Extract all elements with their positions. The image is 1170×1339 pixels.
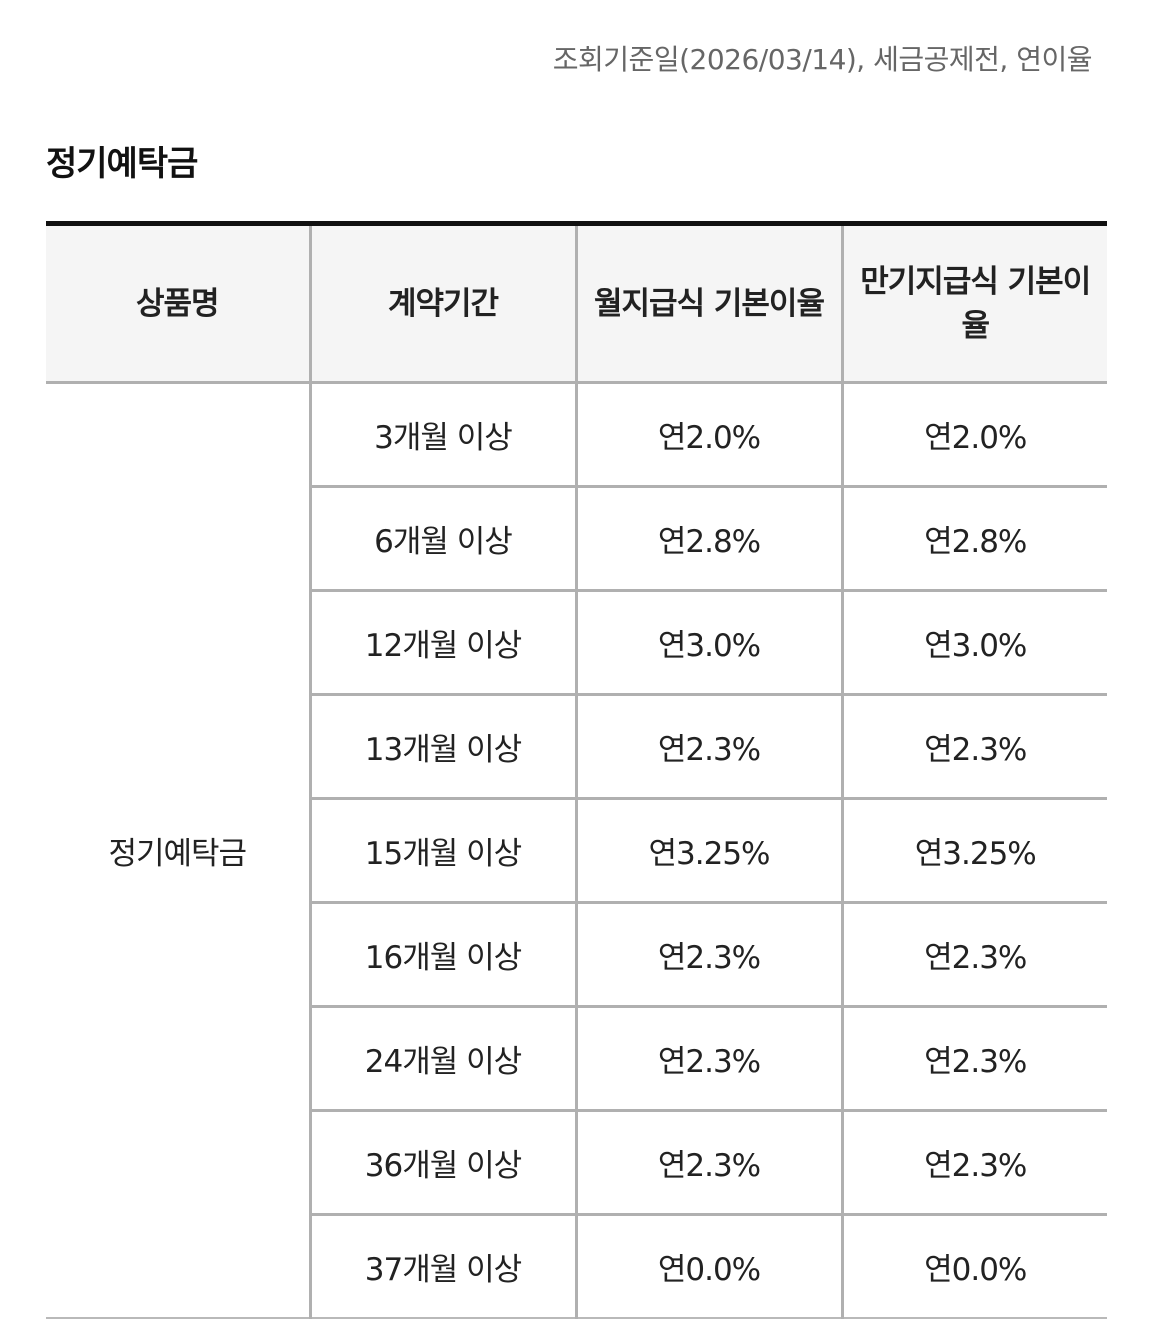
header-monthly-rate: 월지급식 기본이율 — [574, 223, 842, 384]
table-row: 36개월 이상 연2.3% 연2.3% — [46, 1110, 1107, 1216]
table-row: 12개월 이상 연3.0% 연3.0% — [46, 590, 1107, 696]
table-row: 정기예탁금 3개월 이상 연2.0% 연2.0% — [46, 382, 1107, 872]
monthly-rate-cell: 연2.3% — [574, 1006, 842, 1112]
period-cell: 15개월 이상 — [308, 798, 576, 904]
maturity-rate-cell: 연3.0% — [840, 590, 1107, 696]
product-name-cell: 정기예탁금 — [108, 836, 247, 872]
section-title: 정기예탁금 — [46, 144, 198, 184]
table-row: 15개월 이상 연3.25% 연3.25% — [46, 798, 1107, 904]
period-cell: 37개월 이상 — [308, 1214, 576, 1318]
header-maturity-rate: 만기지급식 기본이율 — [840, 223, 1107, 384]
table-header-row: 상품명 계약기간 월지급식 기본이율 만기지급식 기본이율 — [46, 223, 1107, 384]
period-cell: 3개월 이상 — [308, 382, 576, 488]
monthly-rate-cell: 연2.3% — [574, 694, 842, 800]
monthly-rate-cell: 연2.3% — [574, 1110, 842, 1216]
maturity-rate-cell: 연2.3% — [840, 902, 1107, 1008]
table-row: 6개월 이상 연2.8% 연2.8% — [46, 486, 1107, 592]
period-cell: 6개월 이상 — [308, 486, 576, 592]
monthly-rate-cell: 연2.8% — [574, 486, 842, 592]
maturity-rate-cell: 연2.8% — [840, 486, 1107, 592]
monthly-rate-cell: 연0.0% — [574, 1214, 842, 1318]
reference-date-note: 조회기준일(2026/03/14), 세금공제전, 연이율 — [552, 43, 1093, 76]
header-product-name: 상품명 — [46, 223, 310, 384]
maturity-rate-cell: 연3.25% — [840, 798, 1107, 904]
maturity-rate-cell: 연2.3% — [840, 1006, 1107, 1112]
table-row: 13개월 이상 연2.3% 연2.3% — [46, 694, 1107, 800]
maturity-rate-cell: 연2.3% — [840, 694, 1107, 800]
table-row: 24개월 이상 연2.3% 연2.3% — [46, 1006, 1107, 1112]
maturity-rate-cell: 연2.0% — [840, 382, 1107, 488]
monthly-rate-cell: 연2.0% — [574, 382, 842, 488]
period-cell: 16개월 이상 — [308, 902, 576, 1008]
monthly-rate-cell: 연2.3% — [574, 902, 842, 1008]
table-row: 37개월 이상 연0.0% 연0.0% — [46, 1214, 1107, 1318]
interest-rate-table: 상품명 계약기간 월지급식 기본이율 만기지급식 기본이율 정기예탁금 3개월 … — [46, 221, 1107, 1319]
period-cell: 36개월 이상 — [308, 1110, 576, 1216]
maturity-rate-cell: 연2.3% — [840, 1110, 1107, 1216]
period-cell: 24개월 이상 — [308, 1006, 576, 1112]
period-cell: 12개월 이상 — [308, 590, 576, 696]
header-contract-period: 계약기간 — [308, 223, 576, 384]
monthly-rate-cell: 연3.0% — [574, 590, 842, 696]
table-row: 16개월 이상 연2.3% 연2.3% — [46, 902, 1107, 1008]
monthly-rate-cell: 연3.25% — [574, 798, 842, 904]
maturity-rate-cell: 연0.0% — [840, 1214, 1107, 1318]
period-cell: 13개월 이상 — [308, 694, 576, 800]
